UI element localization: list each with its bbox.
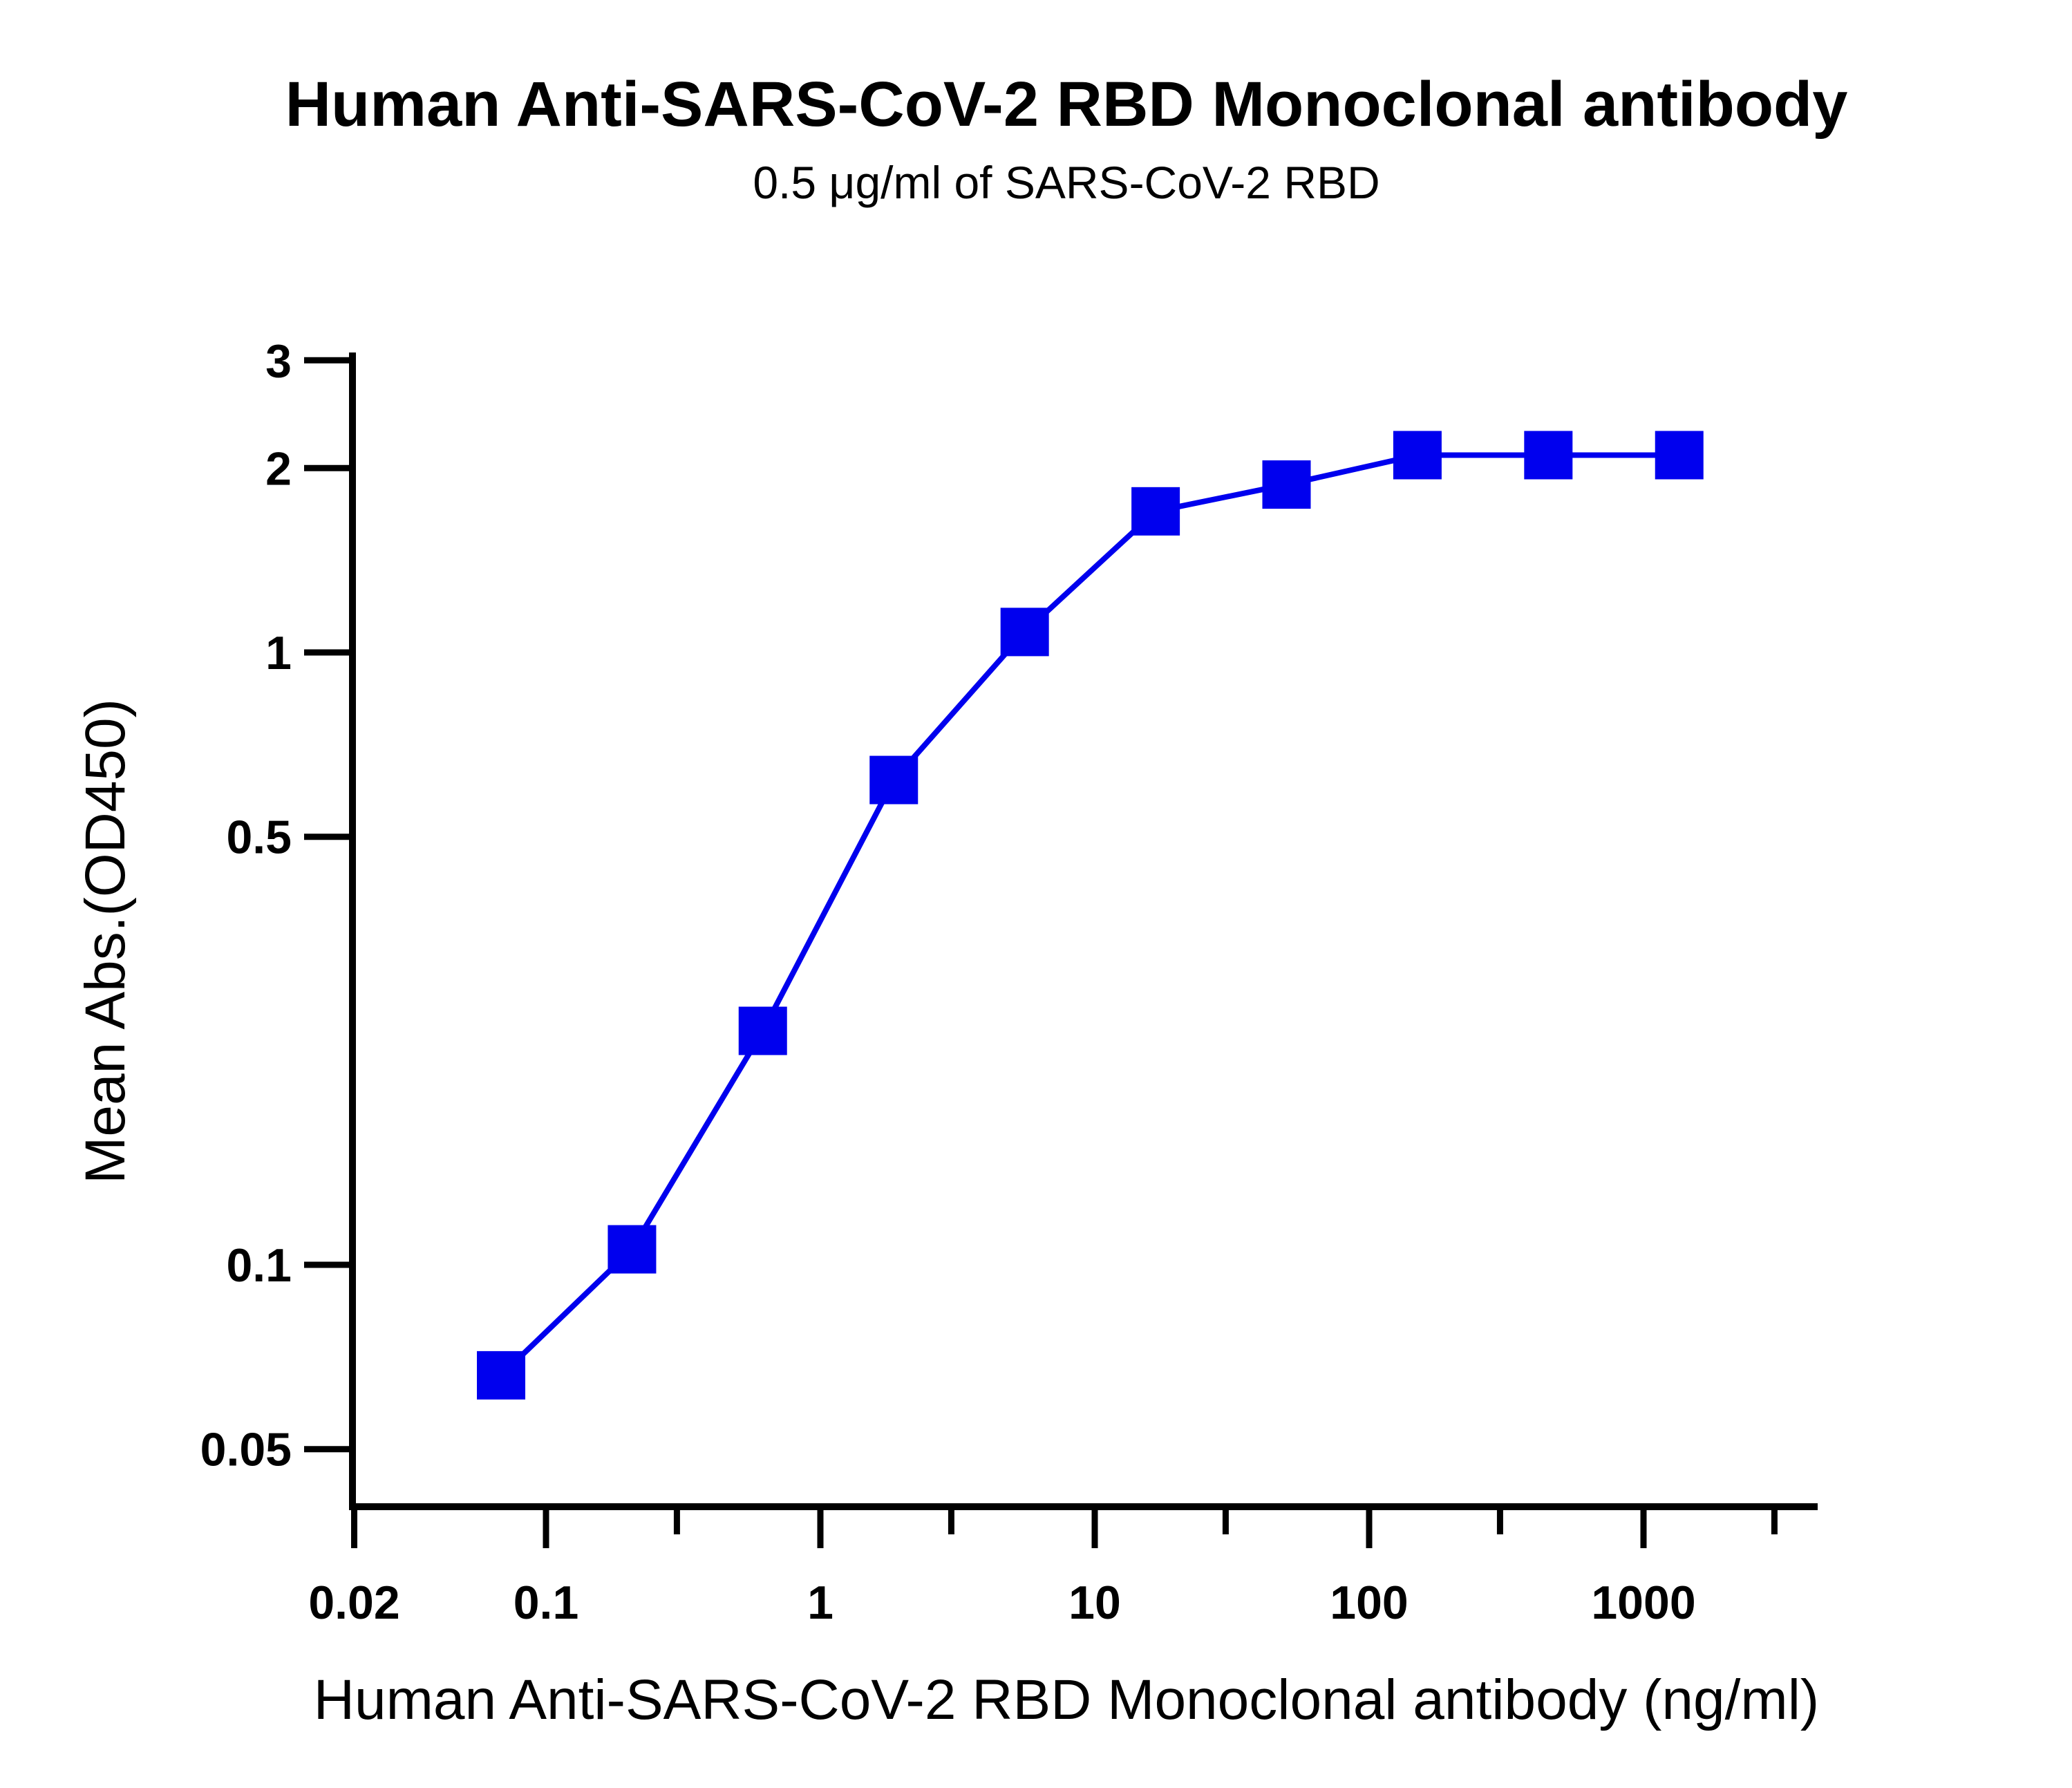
x-tick-label: 0.02 (308, 1577, 399, 1629)
data-point (608, 1225, 657, 1274)
data-point (1524, 431, 1573, 480)
x-axis: 0.02 0.1 1 10 100 1000 (308, 1503, 1818, 1629)
data-point (1393, 431, 1442, 480)
chart-title: Human Anti-SARS-CoV-2 RBD Monoclonal ant… (285, 69, 1848, 140)
y-tick-label: 1 (265, 627, 292, 679)
x-axis-label: Human Anti-SARS-CoV-2 RBD Monoclonal ant… (314, 1668, 1820, 1731)
y-tick-label: 0.5 (226, 811, 292, 864)
data-series (477, 431, 1704, 1400)
x-tick-label: 0.1 (514, 1577, 579, 1629)
data-point (477, 1351, 526, 1400)
y-axis-label: Mean Abs.(OD450) (74, 699, 137, 1184)
data-point (1131, 487, 1180, 536)
x-tick-label: 1 (807, 1577, 833, 1629)
x-tick-label: 100 (1330, 1577, 1408, 1629)
y-tick-label: 3 (265, 335, 292, 387)
y-tick-label: 0.1 (226, 1239, 292, 1292)
chart-subtitle: 0.5 μg/ml of SARS-CoV-2 RBD (753, 157, 1379, 208)
x-tick-label: 1000 (1591, 1577, 1695, 1629)
data-point (1655, 431, 1704, 480)
y-axis: 0.05 0.1 0.5 1 2 3 (200, 335, 356, 1510)
x-tick-label: 10 (1068, 1577, 1121, 1629)
data-point (869, 755, 919, 804)
y-tick-label: 2 (265, 442, 292, 495)
data-point (738, 1006, 787, 1055)
data-point (1262, 460, 1311, 509)
data-point (1000, 608, 1049, 657)
series-line (499, 452, 1679, 1377)
y-tick-label: 0.05 (200, 1424, 292, 1476)
